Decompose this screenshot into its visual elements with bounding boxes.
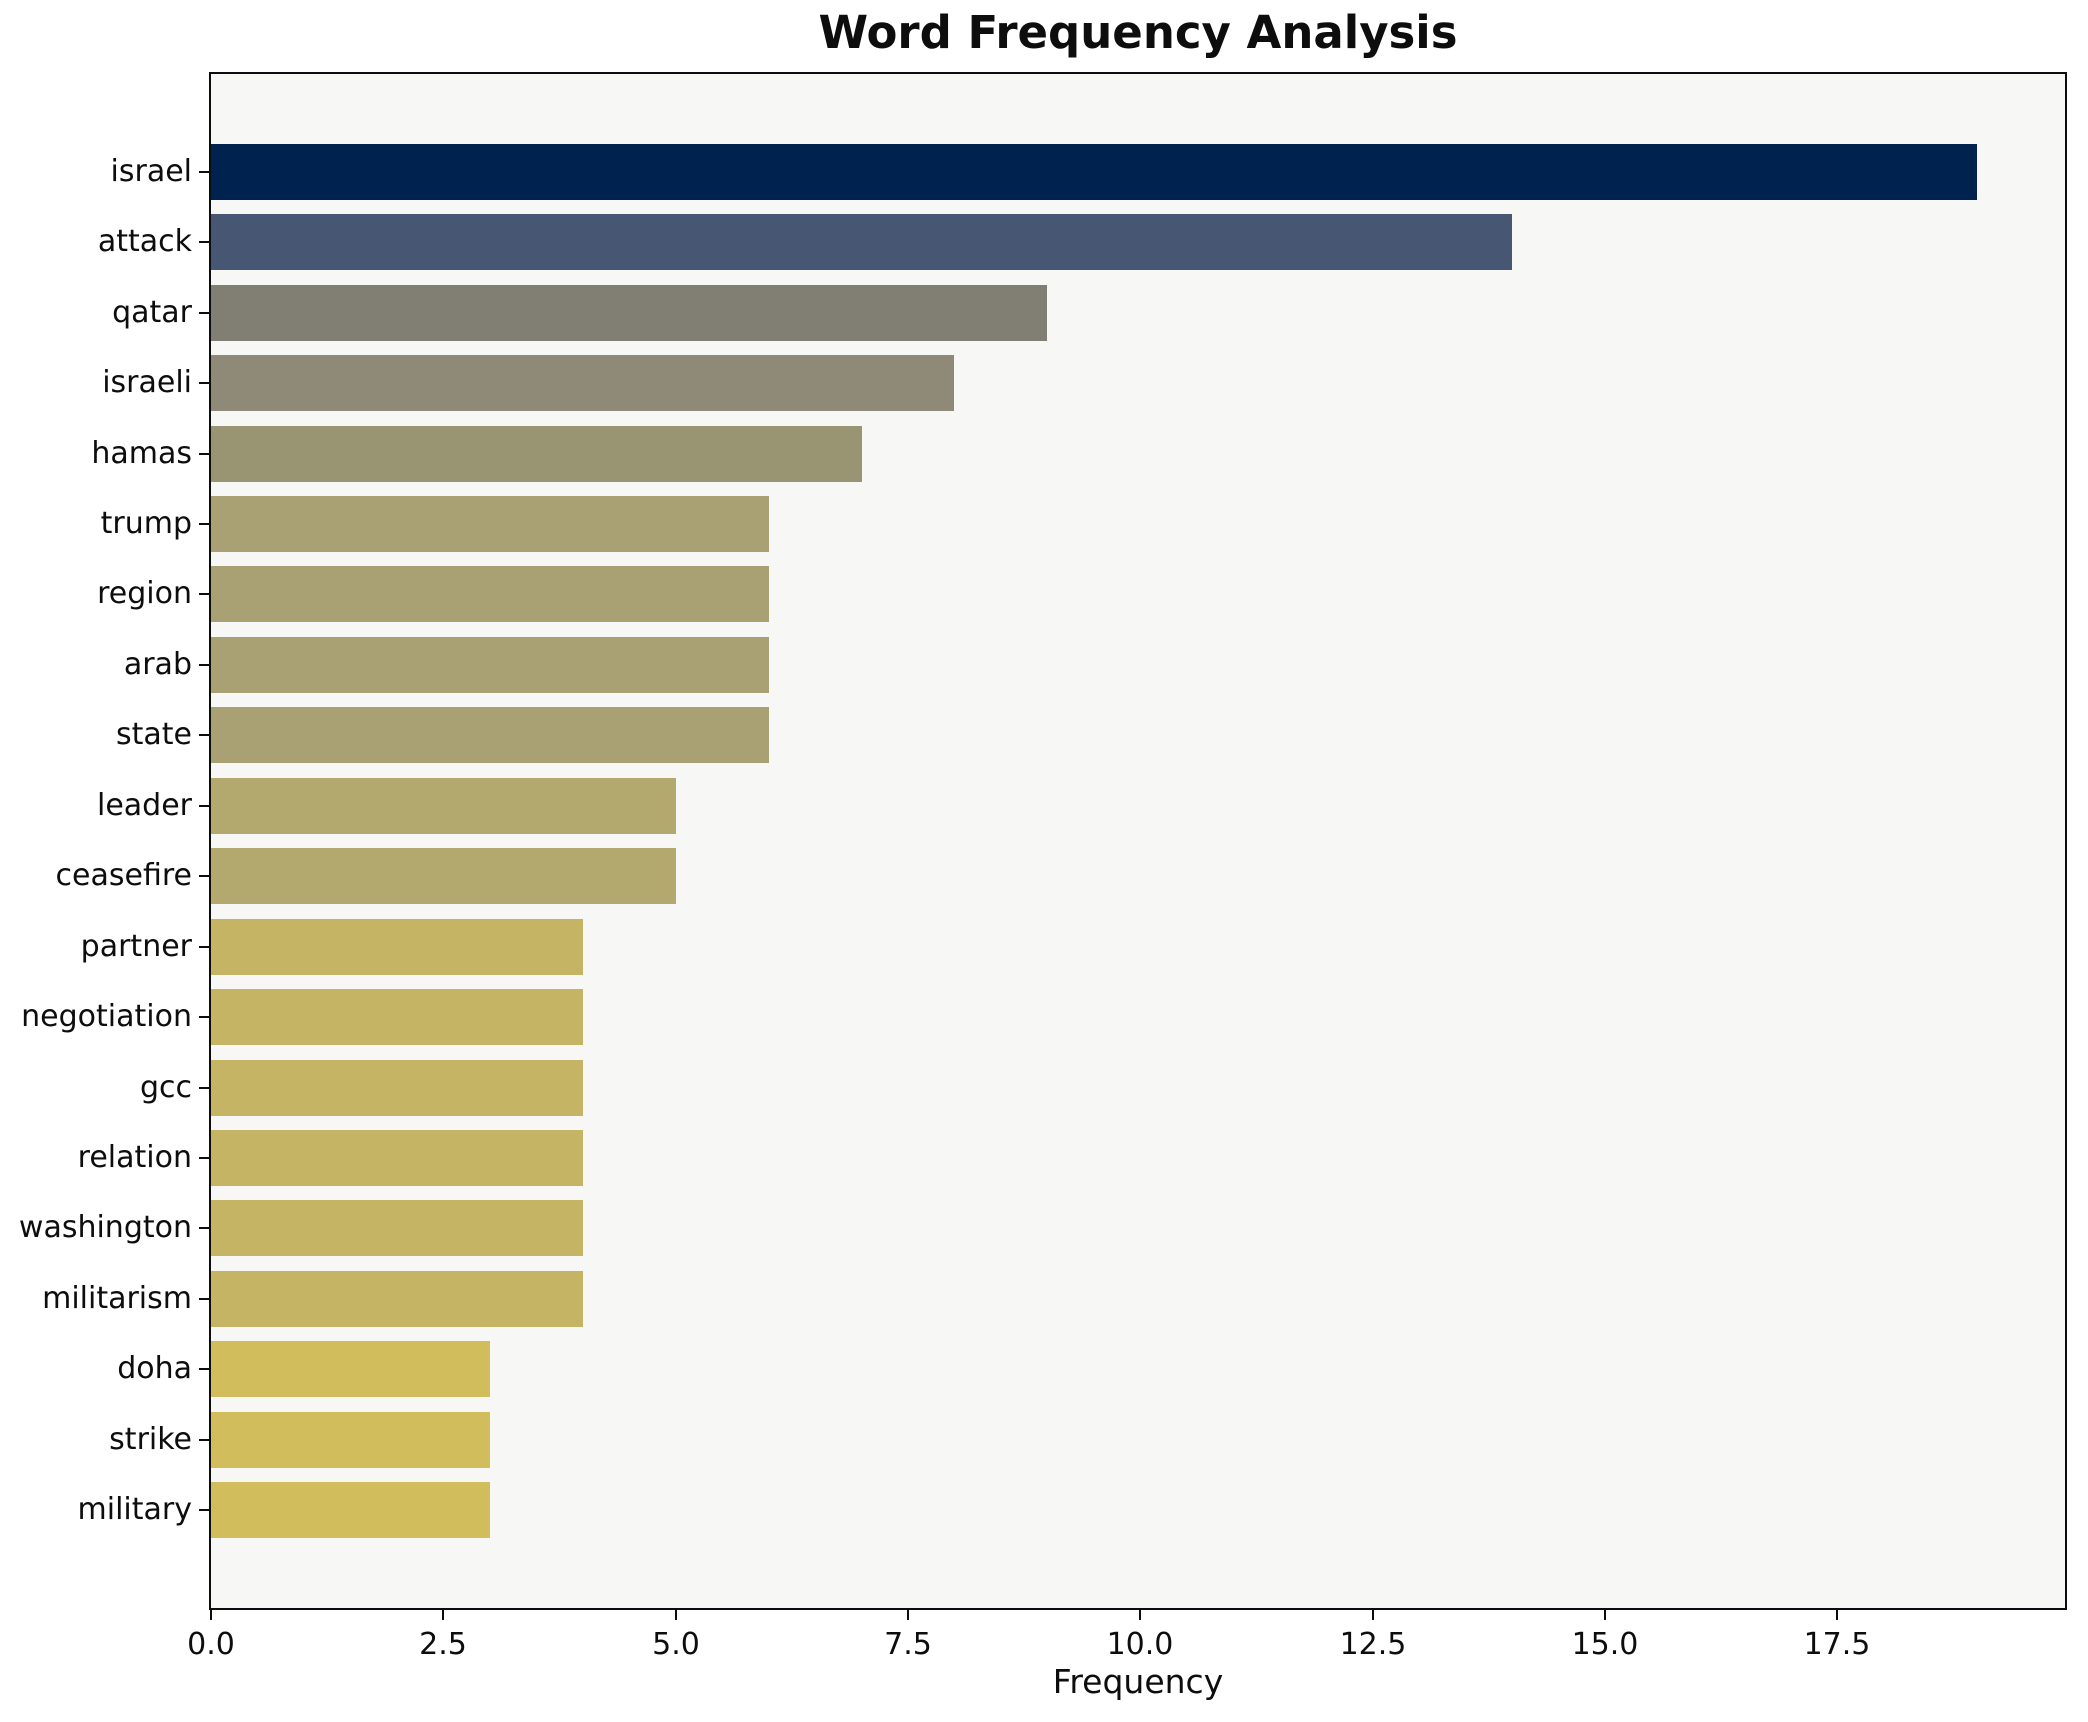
- y-tick-label-militarism: militarism: [42, 1281, 192, 1316]
- bar-strike: [211, 1412, 490, 1468]
- y-tick-mark: [199, 664, 209, 666]
- bar-military: [211, 1482, 490, 1538]
- bar-israel: [211, 144, 1977, 200]
- y-tick-mark: [199, 946, 209, 948]
- bar-state: [211, 707, 769, 763]
- bar-doha: [211, 1341, 490, 1397]
- y-tick-label-trump: trump: [100, 506, 192, 541]
- y-tick-label-qatar: qatar: [112, 295, 192, 330]
- x-tick-label-0.0: 0.0: [187, 1627, 235, 1662]
- x-tick-label-10.0: 10.0: [1106, 1627, 1174, 1662]
- bar-arab: [211, 637, 769, 693]
- x-tick-mark: [1372, 1610, 1374, 1620]
- y-tick-mark: [199, 734, 209, 736]
- y-tick-mark: [199, 805, 209, 807]
- bar-attack: [211, 214, 1512, 270]
- x-tick-label-12.5: 12.5: [1339, 1627, 1407, 1662]
- y-tick-label-strike: strike: [109, 1422, 192, 1457]
- bar-gcc: [211, 1060, 583, 1116]
- x-tick-mark: [1836, 1610, 1838, 1620]
- chart-title: Word Frequency Analysis: [818, 6, 1458, 59]
- y-tick-label-gcc: gcc: [139, 1070, 192, 1105]
- y-tick-label-region: region: [97, 576, 192, 611]
- x-tick-label-17.5: 17.5: [1803, 1627, 1871, 1662]
- y-tick-mark: [199, 1439, 209, 1441]
- y-tick-mark: [199, 1157, 209, 1159]
- plot-area: [209, 72, 2067, 1610]
- x-tick-mark: [1604, 1610, 1606, 1620]
- y-tick-mark: [199, 1087, 209, 1089]
- bar-leader: [211, 778, 676, 834]
- y-tick-label-doha: doha: [117, 1351, 192, 1386]
- bar-washington: [211, 1200, 583, 1256]
- y-tick-mark: [199, 875, 209, 877]
- y-tick-label-ceasefire: ceasefire: [55, 858, 192, 893]
- y-tick-label-attack: attack: [97, 224, 192, 259]
- y-tick-label-partner: partner: [80, 929, 192, 964]
- x-tick-mark: [442, 1610, 444, 1620]
- bar-israeli: [211, 355, 954, 411]
- bar-relation: [211, 1130, 583, 1186]
- y-tick-label-hamas: hamas: [91, 436, 192, 471]
- y-tick-label-washington: washington: [18, 1210, 192, 1245]
- y-tick-label-arab: arab: [123, 647, 192, 682]
- y-tick-mark: [199, 453, 209, 455]
- y-tick-label-negotiation: negotiation: [21, 999, 192, 1034]
- bar-qatar: [211, 285, 1047, 341]
- bar-militarism: [211, 1271, 583, 1327]
- y-tick-label-military: military: [77, 1492, 192, 1527]
- y-tick-mark: [199, 312, 209, 314]
- y-tick-mark: [199, 382, 209, 384]
- bar-hamas: [211, 426, 862, 482]
- bar-negotiation: [211, 989, 583, 1045]
- x-tick-label-15.0: 15.0: [1571, 1627, 1639, 1662]
- x-tick-mark: [210, 1610, 212, 1620]
- y-tick-label-israel: israel: [110, 154, 192, 189]
- bar-ceasefire: [211, 848, 676, 904]
- y-tick-mark: [199, 593, 209, 595]
- y-tick-mark: [199, 1298, 209, 1300]
- y-tick-mark: [199, 241, 209, 243]
- y-tick-mark: [199, 523, 209, 525]
- y-tick-mark: [199, 1368, 209, 1370]
- y-tick-mark: [199, 1227, 209, 1229]
- x-tick-label-5.0: 5.0: [652, 1627, 700, 1662]
- bar-trump: [211, 496, 769, 552]
- x-tick-mark: [907, 1610, 909, 1620]
- x-tick-label-7.5: 7.5: [884, 1627, 932, 1662]
- y-tick-mark: [199, 1016, 209, 1018]
- x-axis-label: Frequency: [1052, 1662, 1224, 1701]
- y-tick-label-relation: relation: [77, 1140, 192, 1175]
- y-tick-label-leader: leader: [96, 788, 192, 823]
- y-tick-mark: [199, 171, 209, 173]
- y-tick-label-state: state: [116, 717, 192, 752]
- bar-region: [211, 566, 769, 622]
- x-tick-mark: [675, 1610, 677, 1620]
- x-tick-label-2.5: 2.5: [419, 1627, 467, 1662]
- bar-partner: [211, 919, 583, 975]
- y-tick-label-israeli: israeli: [102, 365, 192, 400]
- x-tick-mark: [1139, 1610, 1141, 1620]
- y-tick-mark: [199, 1509, 209, 1511]
